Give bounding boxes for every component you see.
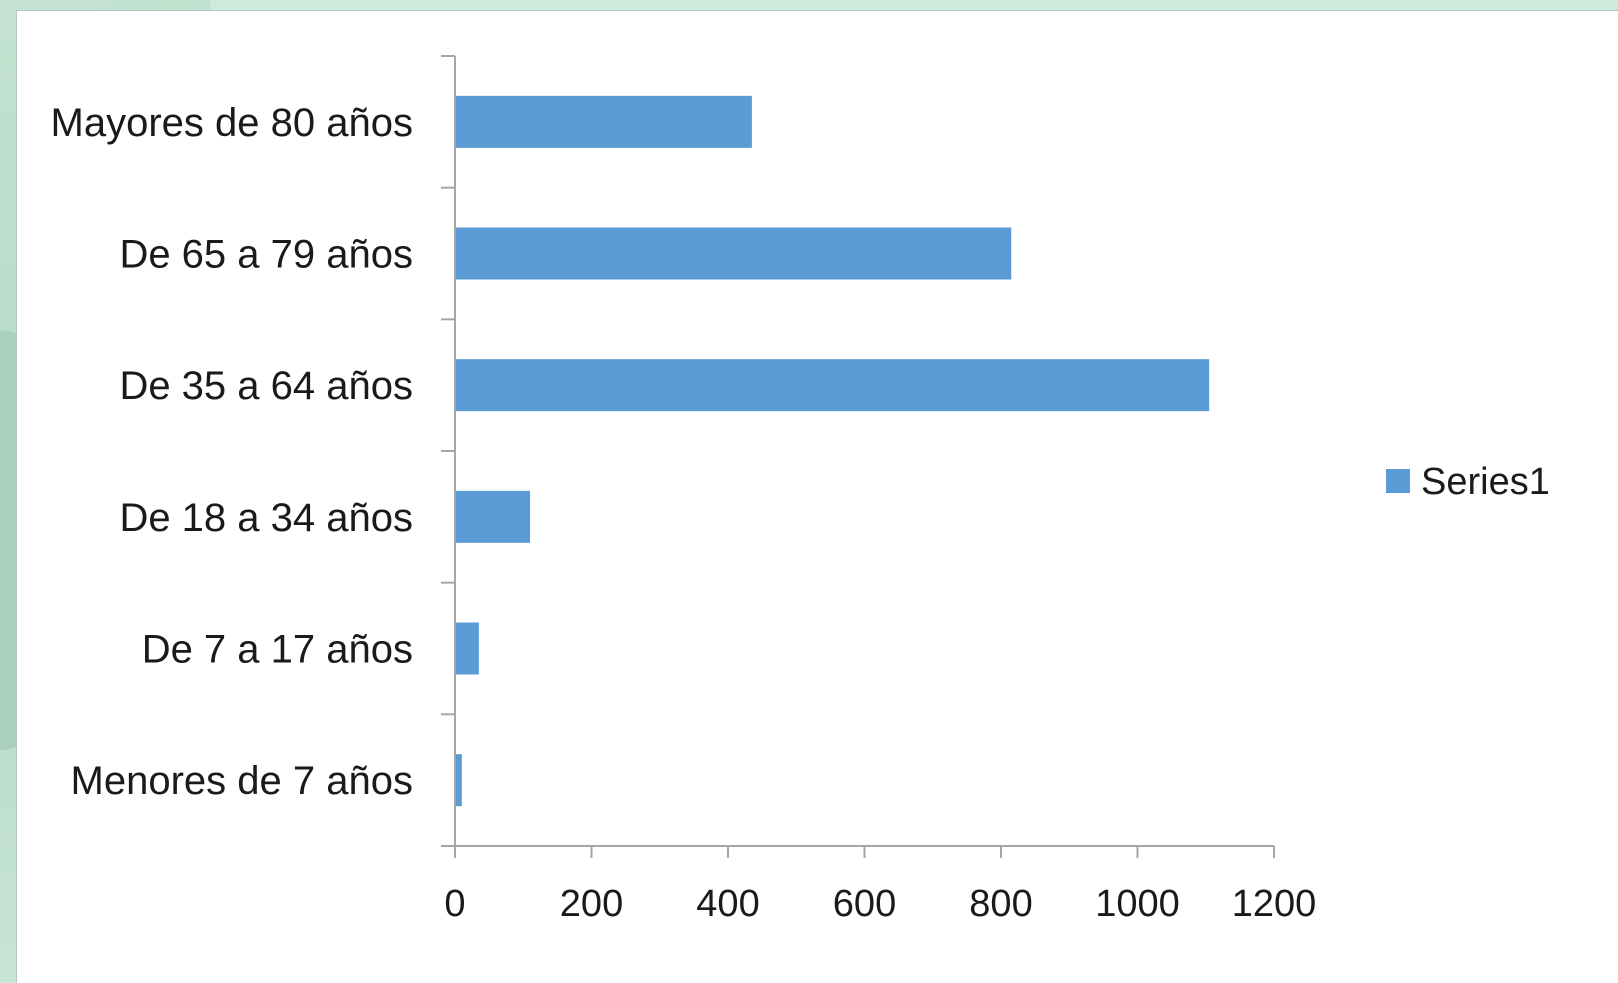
bar bbox=[456, 359, 1210, 412]
x-tick-label: 600 bbox=[833, 883, 896, 925]
axes bbox=[441, 55, 1275, 858]
bar bbox=[456, 227, 1012, 280]
legend-label: Series1 bbox=[1421, 461, 1550, 503]
bars bbox=[456, 95, 1210, 807]
x-tick-label: 0 bbox=[444, 883, 465, 925]
bar bbox=[456, 95, 752, 148]
category-label: Mayores de 80 años bbox=[51, 101, 413, 145]
bar bbox=[456, 490, 531, 543]
x-tick-label: 1000 bbox=[1095, 883, 1180, 925]
bar-chart: Menores de 7 años De 7 a 17 años De 18 a 3… bbox=[51, 55, 1550, 925]
category-label: Menores de 7 años bbox=[71, 759, 413, 803]
category-label: De 7 a 17 años bbox=[142, 628, 413, 672]
x-tick-label: 400 bbox=[696, 883, 759, 925]
x-tick-label: 1200 bbox=[1232, 883, 1317, 925]
bar bbox=[456, 622, 479, 675]
x-tick-label: 200 bbox=[560, 883, 623, 925]
x-tick-label: 800 bbox=[969, 883, 1032, 925]
legend-swatch bbox=[1386, 469, 1410, 493]
legend: Series1 bbox=[1386, 461, 1550, 503]
bar bbox=[456, 754, 462, 807]
category-label: De 35 a 64 años bbox=[119, 364, 413, 408]
category-labels: Menores de 7 años De 7 a 17 años De 18 a 3… bbox=[51, 101, 413, 803]
x-tick-labels: 0 200 400 600 800 1000 1200 bbox=[444, 883, 1316, 925]
chart-area: Menores de 7 años De 7 a 17 años De 18 a 3… bbox=[16, 10, 1618, 983]
category-label: De 18 a 34 años bbox=[119, 496, 413, 540]
category-label: De 65 a 79 años bbox=[119, 233, 413, 277]
